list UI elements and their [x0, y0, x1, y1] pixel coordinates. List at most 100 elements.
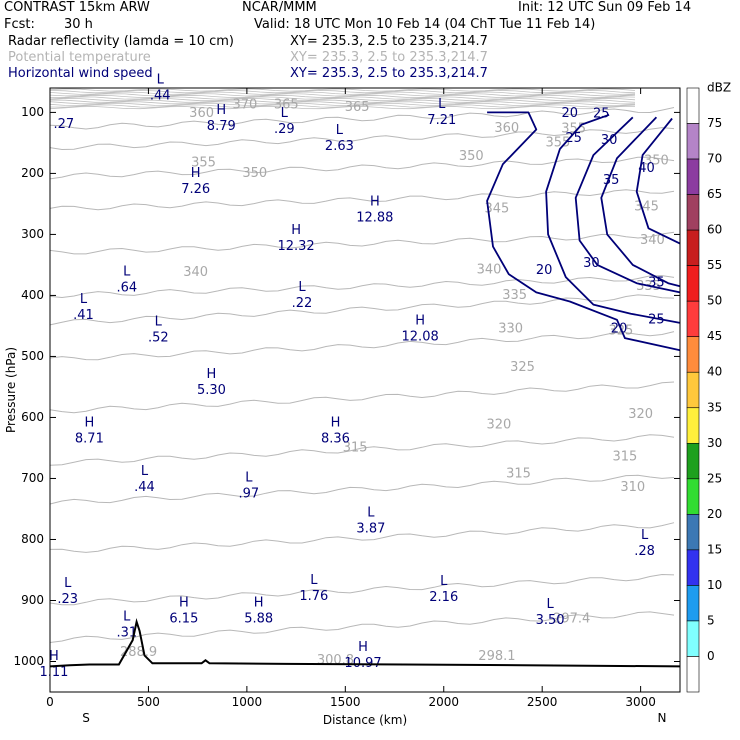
colorbar-level-label: 30	[707, 436, 722, 450]
theta-label: 315	[612, 450, 637, 465]
hl-marker-value: .41	[73, 308, 94, 323]
colorbar-level-label: 40	[707, 365, 722, 379]
hl-marker-letter: L	[298, 280, 306, 295]
y-tick-label: 800	[21, 532, 44, 546]
wind-contour-35	[600, 116, 681, 288]
theta-label: 350	[242, 166, 267, 181]
field-xy-wind-speed: XY= 235.3, 2.5 to 235.3,214.7	[290, 66, 488, 81]
hl-marker-value: .31	[116, 625, 137, 640]
theta-contour-345	[49, 189, 675, 211]
hl-marker-value: 12.08	[402, 329, 439, 344]
hl-marker-value: 3.50	[536, 613, 565, 628]
wind-contour-25	[545, 113, 681, 324]
hl-marker-value: 7.21	[427, 113, 456, 128]
hl-marker-letter: H	[331, 415, 341, 430]
theta-contour-325	[49, 331, 675, 361]
hl-marker-letter: L	[440, 574, 448, 589]
hl-marker-letter: L	[310, 573, 318, 588]
theta-label: 298.1	[478, 649, 515, 664]
hl-marker-value: .23	[57, 592, 78, 607]
plot-frame	[49, 87, 681, 693]
field-name-wind-speed: Horizontal wind speed	[8, 66, 153, 81]
theta-label: 350	[459, 149, 484, 164]
colorbar-level-label: 70	[707, 152, 722, 166]
model-title: CONTRAST 15km ARW	[4, 0, 150, 15]
colorbar-level-label: 65	[707, 187, 722, 201]
y-tick-label: 500	[21, 349, 44, 363]
hl-marker-value: .44	[134, 480, 155, 495]
field-xy-reflectivity: XY= 235.3, 2.5 to 235.3,214.7	[290, 34, 488, 49]
init-time: Init: 12 UTC Sun 09 Feb 14	[518, 0, 692, 15]
wind-contour-label: 25	[565, 131, 582, 146]
wind-contour-20	[486, 111, 681, 352]
colorbar-level-label: 5	[707, 613, 715, 627]
y-tick-label: 300	[21, 227, 44, 241]
hl-marker-letter: L	[155, 315, 163, 330]
wind-contour-label: 35	[648, 276, 665, 291]
hl-marker-value: .64	[116, 281, 137, 296]
theta-upper-band-line	[49, 104, 636, 108]
wind-contour-30	[574, 116, 681, 294]
hl-marker-value: 3.87	[356, 522, 385, 537]
wind-contour-label: 40	[638, 161, 655, 176]
colorbar-swatch	[686, 585, 700, 622]
terrain-line	[49, 617, 681, 668]
hl-marker-value: 5.30	[197, 383, 226, 398]
forecast-label: Fcst:	[4, 17, 35, 32]
theta-upper-band-line	[49, 96, 636, 100]
colorbar-swatch	[686, 620, 700, 657]
theta-label: 355	[561, 121, 586, 136]
colorbar-swatch	[686, 300, 700, 338]
x-tick-label: 0	[46, 695, 54, 709]
theta-label: 340	[183, 265, 208, 280]
hl-marker-letter: H	[415, 313, 425, 328]
hl-marker-value: 2.16	[429, 590, 458, 605]
colorbar-swatch	[686, 407, 700, 444]
colorbar-level-label: 75	[707, 116, 722, 130]
theta-contour-305	[49, 522, 675, 553]
colorbar-level-label: 55	[707, 258, 722, 272]
hl-marker-letter: H	[179, 595, 189, 610]
y-tick-label: 900	[21, 593, 44, 607]
hl-marker-value: 8.79	[207, 119, 236, 134]
hl-marker-value: .22	[292, 296, 313, 311]
hl-marker-letter: L	[141, 464, 149, 479]
hl-marker-letter: L	[64, 576, 72, 591]
wind-contour-label: 20	[536, 263, 553, 278]
hl-marker-value: .28	[634, 544, 655, 559]
colorbar-level-label: 50	[707, 294, 722, 308]
hl-marker-value: 1.11	[39, 665, 68, 680]
colorbar-swatch	[686, 158, 700, 195]
hl-marker-letter: H	[216, 103, 226, 118]
theta-contour-335	[49, 275, 675, 299]
valid-time: Valid: 18 UTC Mon 10 Feb 14 (04 ChT Tue …	[254, 17, 596, 32]
colorbar-swatch	[686, 123, 700, 160]
colorbar-swatch	[686, 265, 700, 302]
wind-contour-label: 20	[561, 106, 578, 121]
colorbar-level-label: 15	[707, 542, 722, 556]
theta-contour-297	[49, 611, 675, 643]
forecast-value: 30 h	[64, 17, 93, 32]
hl-marker-value: 5.88	[244, 611, 273, 626]
hl-marker-value: 2.63	[325, 139, 354, 154]
hl-marker-value: .52	[148, 331, 169, 346]
theta-upper-band-line	[49, 89, 636, 94]
x-tick-label: 2000	[428, 695, 459, 709]
theta-upper-band-line	[49, 98, 636, 102]
theta-label: 335	[502, 288, 527, 303]
x-tick-label: 3000	[625, 695, 656, 709]
theta-label: 355	[191, 156, 216, 171]
theta-contour-315	[49, 434, 675, 466]
theta-label: 315	[506, 467, 531, 482]
theta-label: 370	[232, 98, 257, 113]
theta-contour-355	[49, 127, 675, 151]
hl-marker-letter: L	[157, 73, 165, 88]
theta-label: 297.4	[553, 611, 590, 626]
wind-contour-40	[635, 117, 681, 245]
y-tick-label: 200	[21, 166, 44, 180]
hl-marker-value: 8.36	[321, 431, 350, 446]
hl-marker-letter: H	[49, 649, 59, 664]
x-tick-label: 2500	[527, 695, 558, 709]
